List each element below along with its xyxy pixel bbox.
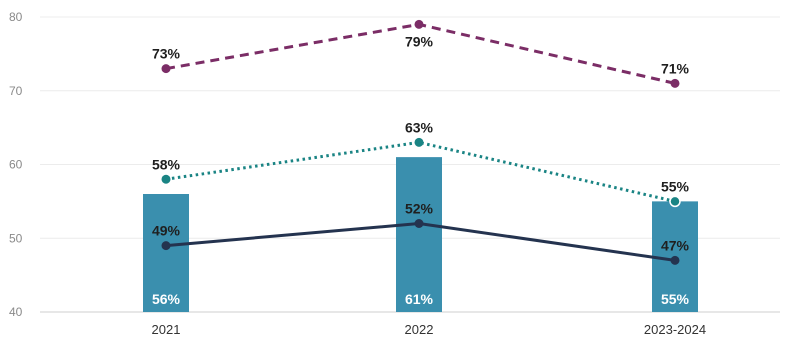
bar-value-label: 56% [152, 291, 181, 307]
data-point [670, 255, 680, 265]
data-label: 47% [661, 237, 690, 253]
data-label: 49% [152, 223, 181, 239]
bar [143, 194, 189, 312]
data-label: 58% [152, 156, 181, 172]
data-point [414, 19, 424, 29]
data-point [414, 219, 424, 228]
y-axis-ticks: 40 50 60 70 80 [9, 10, 23, 319]
y-tick-label: 80 [9, 10, 23, 24]
bar-value-label: 61% [405, 291, 434, 307]
y-tick-label: 50 [9, 231, 23, 245]
data-point [161, 64, 171, 74]
x-tick-label: 2022 [405, 322, 434, 337]
y-tick-label: 70 [9, 84, 23, 98]
data-label: 73% [152, 46, 181, 62]
bar-value-label: 55% [661, 291, 690, 307]
data-point [161, 174, 171, 184]
data-point [161, 241, 171, 251]
data-point [669, 195, 681, 208]
series-points [161, 19, 681, 265]
series-line-dotted [165, 140, 676, 203]
data-label: 63% [405, 119, 434, 135]
y-tick-label: 60 [9, 158, 23, 172]
data-label: 79% [405, 33, 434, 49]
x-axis-ticks: 2021 2022 2023-2024 [152, 322, 707, 337]
bars [143, 157, 698, 312]
data-point [670, 78, 680, 88]
y-tick-label: 40 [9, 305, 23, 319]
data-point [414, 137, 424, 147]
data-label: 55% [661, 178, 690, 194]
data-label: 71% [661, 60, 690, 76]
data-labels: 56% 61% 55% 73% 79% 71% 58% 63% 55% 49% 52% 47% [152, 33, 690, 307]
bar [396, 157, 442, 312]
x-tick-label: 2021 [152, 322, 181, 337]
x-tick-label: 2023-2024 [644, 322, 706, 337]
data-label: 52% [405, 201, 434, 217]
